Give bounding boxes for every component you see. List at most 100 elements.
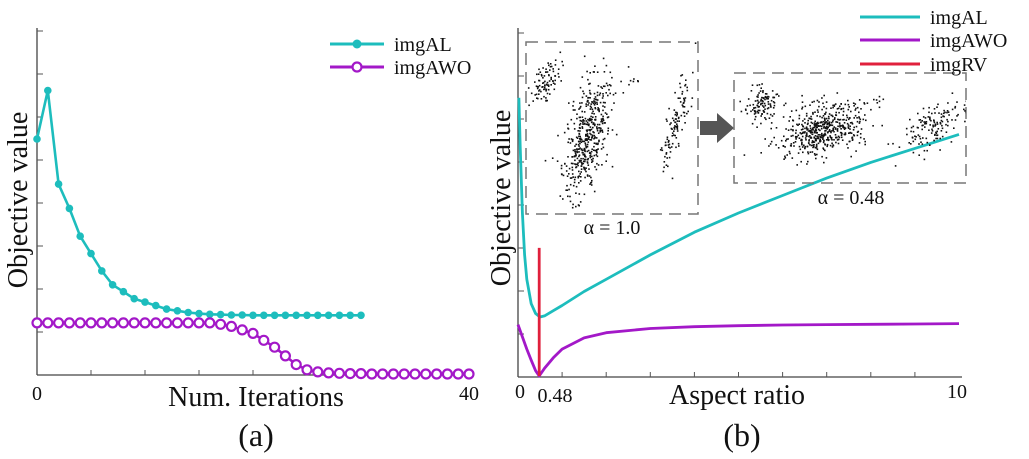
inset-point: [575, 205, 577, 208]
inset-point: [586, 145, 589, 148]
inset-point: [593, 71, 595, 73]
data-point-imgAWO: [74, 317, 86, 329]
inset-point: [798, 137, 801, 139]
inset-point: [784, 155, 786, 158]
inset-point: [596, 103, 598, 105]
inset-point: [838, 111, 840, 114]
inset-point: [606, 84, 609, 87]
inset-point: [549, 63, 552, 65]
inset-point: [595, 168, 598, 171]
inset-point: [920, 121, 922, 124]
inset-point: [924, 121, 926, 123]
inset-point: [836, 130, 839, 132]
inset-point: [834, 128, 837, 130]
inset-point: [572, 100, 575, 103]
inset-point: [528, 104, 530, 107]
inset-point: [600, 129, 602, 132]
inset-point: [671, 135, 674, 137]
inset-point: [769, 103, 772, 105]
inset-point: [594, 118, 596, 121]
inset-point: [570, 162, 573, 165]
inset-point: [876, 102, 879, 104]
inset-point: [606, 113, 608, 115]
inset-point: [594, 98, 597, 101]
inset-point: [752, 109, 754, 111]
inset-point: [559, 51, 562, 54]
inset-point: [613, 102, 615, 104]
inset-point: [816, 131, 818, 134]
inset-point: [817, 134, 820, 136]
data-point-imgAL: [54, 180, 63, 188]
inset-point: [578, 124, 581, 126]
inset-point: [758, 109, 761, 112]
inset-point: [583, 153, 586, 155]
inset-point: [821, 155, 823, 158]
data-point-imgAWO: [344, 368, 356, 380]
inset-point: [568, 173, 570, 175]
inset-point: [614, 92, 617, 94]
inset-point: [855, 107, 857, 110]
inset-point: [830, 131, 832, 134]
inset-point: [824, 132, 826, 135]
data-point-imgAL: [76, 232, 84, 240]
inset-point: [825, 107, 828, 110]
inset-point: [663, 161, 666, 163]
inset-point: [810, 121, 813, 124]
inset-point: [542, 82, 544, 84]
inset-point: [569, 200, 572, 203]
inset-point: [848, 117, 851, 119]
inset-point: [587, 100, 589, 102]
inset-point: [575, 143, 577, 146]
inset-point: [800, 133, 803, 135]
inset-point: [820, 127, 823, 130]
inset-point: [811, 122, 814, 125]
inset-point: [832, 115, 834, 118]
inset-point: [933, 121, 936, 124]
inset-point: [537, 86, 539, 88]
inset-point: [827, 137, 829, 139]
inset-point: [816, 126, 818, 129]
inset-point: [810, 118, 813, 120]
inset-point: [768, 117, 771, 119]
inset-point: [573, 181, 576, 184]
inset-point: [598, 110, 600, 113]
inset-point: [592, 122, 595, 124]
inset-point: [672, 134, 675, 136]
inset-point: [676, 128, 679, 130]
inset-point: [933, 139, 935, 142]
inset-point: [757, 94, 759, 96]
inset-point: [932, 125, 934, 128]
inset-point: [939, 123, 942, 125]
data-point-imgAWO: [312, 366, 324, 378]
inset-point: [804, 131, 806, 133]
inset-point: [831, 146, 834, 148]
inset-point: [824, 119, 826, 122]
inset-point: [829, 135, 831, 137]
inset-point: [676, 127, 678, 129]
inset-point: [956, 115, 958, 117]
inset-point: [853, 117, 855, 119]
inset-point: [576, 137, 579, 139]
inset-point: [815, 130, 817, 132]
inset-point: [805, 139, 807, 141]
inset-point: [824, 126, 827, 129]
panel-a-y-ticks: [37, 30, 43, 333]
inset-point: [596, 101, 598, 104]
inset-point: [681, 104, 684, 106]
inset-point: [813, 122, 816, 124]
inset-point: [596, 123, 599, 126]
inset-point: [583, 167, 586, 169]
inset-point: [588, 129, 591, 131]
inset-point: [831, 142, 833, 145]
inset-point: [835, 136, 837, 139]
inset-point: [593, 134, 596, 137]
inset-point: [593, 190, 596, 193]
inset-point: [823, 94, 825, 97]
inset-point: [924, 117, 927, 119]
inset-point: [601, 131, 604, 133]
data-point-imgAWO: [193, 317, 205, 329]
data-point-imgAWO: [333, 367, 345, 379]
data-point-imgAL: [292, 311, 301, 320]
inset-point: [576, 151, 579, 154]
inset-point: [788, 150, 791, 153]
